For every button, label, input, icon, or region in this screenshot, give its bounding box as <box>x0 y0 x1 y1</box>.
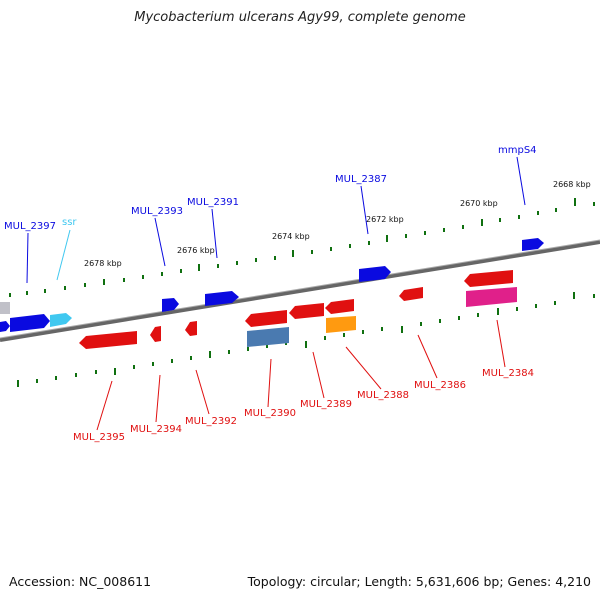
label-mul-2386: MUL_2386 <box>414 380 466 391</box>
label-mul-2392: MUL_2392 <box>185 416 237 427</box>
gene-ssr[interactable] <box>50 313 72 327</box>
kbp-label-2678: 2678 kbp <box>84 259 122 268</box>
upper-tick-row <box>9 198 595 297</box>
label-mul-2389: MUL_2389 <box>300 399 352 410</box>
label-mul-2384: MUL_2384 <box>482 368 534 379</box>
accession-text: Accession: NC_008611 <box>9 574 152 589</box>
gene-mul-2389[interactable] <box>289 303 324 319</box>
gene-left-edge-blue[interactable] <box>0 321 10 332</box>
reverse-genes <box>79 270 517 349</box>
feature-orange[interactable] <box>326 316 356 333</box>
label-mul-2390: MUL_2390 <box>244 408 296 419</box>
label-mul-2394: MUL_2394 <box>130 424 182 435</box>
forward-genes <box>0 238 544 332</box>
kbp-label-2670: 2670 kbp <box>460 199 498 208</box>
label-mul-2393: MUL_2393 <box>131 206 183 217</box>
gene-mul-2394[interactable] <box>150 326 161 342</box>
feature-pink[interactable] <box>466 287 517 307</box>
gene-mul-2386[interactable] <box>399 287 423 301</box>
kbp-label-2676: 2676 kbp <box>177 246 215 255</box>
gene-mul-2395[interactable] <box>79 331 137 349</box>
gene-mmps4[interactable] <box>522 238 544 251</box>
label-mul-2388: MUL_2388 <box>357 390 409 401</box>
label-ssr: ssr <box>62 217 77 228</box>
gene-mul-2384[interactable] <box>464 270 513 287</box>
gene-mul-2388[interactable] <box>325 299 354 314</box>
kbp-label-2668: 2668 kbp <box>553 180 591 189</box>
genome-summary-text: Topology: circular; Length: 5,631,606 bp… <box>247 574 591 589</box>
label-mul-2391: MUL_2391 <box>187 197 239 208</box>
gene-mul-2391[interactable] <box>205 291 239 306</box>
gene-mul-2397[interactable] <box>10 314 50 332</box>
gene-mul-2392[interactable] <box>185 321 197 336</box>
upper-leader-lines <box>26 156 526 284</box>
gene-left-edge-grey[interactable] <box>0 302 10 314</box>
gene-mul-2387[interactable] <box>359 266 391 282</box>
label-mul-2395: MUL_2395 <box>73 432 125 443</box>
gene-mul-2390[interactable] <box>245 310 287 327</box>
lower-leader-lines <box>96 319 506 431</box>
feature-steel[interactable] <box>247 327 289 347</box>
lower-tick-row <box>17 292 595 387</box>
map-title: Mycobacterium ulcerans Agy99, complete g… <box>134 10 466 25</box>
genome-backbone <box>0 240 600 342</box>
kbp-label-2674: 2674 kbp <box>272 232 310 241</box>
kbp-label-2672: 2672 kbp <box>366 215 404 224</box>
label-mul-2387: MUL_2387 <box>335 174 387 185</box>
label-mul-2397: MUL_2397 <box>4 221 56 232</box>
label-mmps4: mmpS4 <box>498 145 537 156</box>
gene-mul-2393[interactable] <box>162 298 179 312</box>
